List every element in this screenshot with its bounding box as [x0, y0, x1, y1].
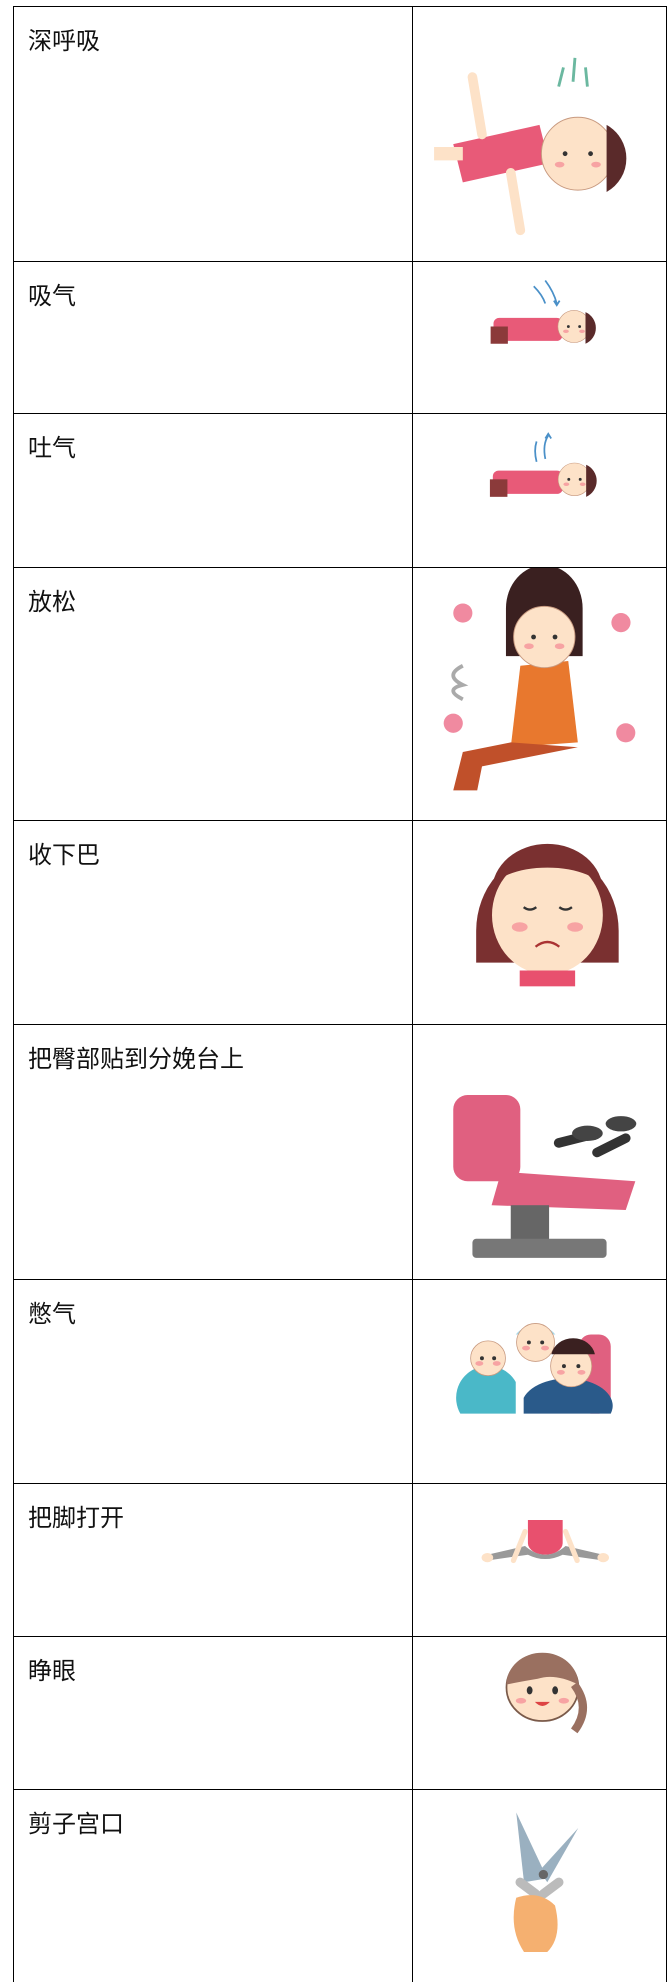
table-row: 深呼吸 [13, 6, 667, 262]
illustration [456, 1323, 613, 1414]
illustration [476, 843, 619, 987]
instruction-label: 收下巴 [28, 841, 100, 869]
illustration-cell [413, 414, 666, 568]
label-cell: 放松 [14, 568, 413, 821]
instruction-label: 睁眼 [28, 1657, 76, 1685]
table-row: 睁眼 [13, 1636, 667, 1790]
label-cell: 深呼吸 [14, 7, 413, 262]
illustration-cell [413, 821, 666, 1025]
illustration [505, 1652, 587, 1734]
table-row: 吸气 [13, 261, 667, 414]
label-cell: 吐气 [14, 414, 413, 568]
table-row: 剪子宫口 [13, 1789, 667, 1982]
illustration [453, 1095, 637, 1258]
illustration [513, 1812, 579, 1952]
label-cell: 把脚打开 [14, 1484, 413, 1637]
illustration-cell [413, 1790, 666, 1982]
table-row: 把臀部贴到分娩台上 [13, 1024, 667, 1280]
illustration-cell [413, 568, 666, 821]
label-cell: 睁眼 [14, 1637, 413, 1790]
table-row: 憋气 [13, 1279, 667, 1484]
illustration-cell [413, 1484, 666, 1637]
label-cell: 剪子宫口 [14, 1790, 413, 1982]
illustration [443, 568, 636, 791]
illustration-cell [413, 1280, 666, 1484]
illustration [481, 1519, 609, 1564]
table-row: 收下巴 [13, 820, 667, 1025]
label-cell: 把臀部贴到分娩台上 [14, 1025, 413, 1280]
instruction-table: 深呼吸吸气吐气放松收下巴把臀部贴到分娩台上 憋气把脚打开睁眼剪子宫口 [13, 6, 667, 1982]
table-row: 吐气 [13, 413, 667, 568]
table-row: 放松 [13, 567, 667, 821]
instruction-label: 剪子宫口 [28, 1810, 124, 1838]
label-cell: 吸气 [14, 262, 413, 414]
instruction-label: 吸气 [28, 282, 76, 310]
illustration [490, 279, 596, 344]
label-cell: 憋气 [14, 1280, 413, 1484]
instruction-label: 憋气 [28, 1300, 76, 1328]
illustration-cell [413, 7, 666, 262]
instruction-label: 深呼吸 [28, 27, 100, 55]
instruction-label: 放松 [28, 588, 76, 616]
illustration-cell [413, 1025, 666, 1280]
illustration [489, 432, 597, 497]
instruction-label: 吐气 [28, 434, 76, 462]
illustration-cell [413, 262, 666, 414]
instruction-label: 把臀部贴到分娩台上 [28, 1045, 244, 1073]
illustration [434, 57, 627, 236]
table-row: 把脚打开 [13, 1483, 667, 1637]
instruction-label: 把脚打开 [28, 1504, 124, 1532]
label-cell: 收下巴 [14, 821, 413, 1025]
illustration-cell [413, 1637, 666, 1790]
